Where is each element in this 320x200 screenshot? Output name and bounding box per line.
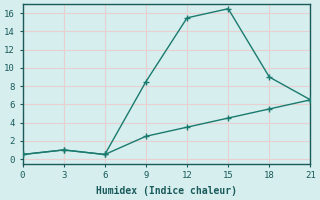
X-axis label: Humidex (Indice chaleur): Humidex (Indice chaleur): [96, 186, 237, 196]
